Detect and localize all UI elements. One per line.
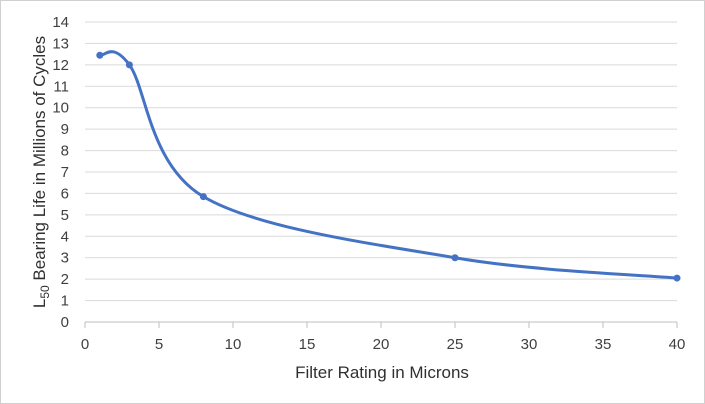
- x-tick-label-15: 15: [299, 336, 316, 353]
- y-tick-label-10: 10: [52, 100, 69, 117]
- y-tick-label-0: 0: [61, 314, 69, 331]
- y-tick-label-8: 8: [61, 143, 69, 160]
- data-point-0-4: [673, 274, 681, 282]
- data-point-0-0: [96, 51, 104, 59]
- y-tick-label-2: 2: [61, 271, 69, 288]
- y-tick-label-4: 4: [61, 228, 69, 245]
- y-tick-label-14: 14: [52, 14, 69, 31]
- x-tick-label-0: 0: [81, 336, 89, 353]
- x-axis-title: Filter Rating in Microns: [295, 363, 469, 382]
- y-tick-label-1: 1: [61, 293, 69, 310]
- x-tick-label-10: 10: [225, 336, 242, 353]
- series-line-0: [98, 50, 679, 280]
- data-point-0-1: [125, 61, 133, 69]
- x-tick-label-20: 20: [373, 336, 390, 353]
- x-tick-label-25: 25: [447, 336, 464, 353]
- y-axis-title: L50 Bearing Life in Millions of Cycles: [30, 36, 52, 308]
- y-tick-label-6: 6: [61, 185, 69, 202]
- y-tick-label-11: 11: [53, 78, 69, 95]
- y-tick-label-12: 12: [52, 57, 69, 74]
- gridlines: [85, 21, 677, 302]
- y-tick-label-7: 7: [61, 164, 69, 181]
- x-tick-label-30: 30: [521, 336, 538, 353]
- data-point-0-3: [451, 254, 459, 262]
- y-axis-title-prefix: L: [30, 299, 49, 308]
- y-axis-title-rest: Bearing Life in Millions of Cycles: [30, 36, 49, 285]
- y-tick-label-13: 13: [52, 35, 69, 52]
- x-tick-labels: 0 5 10 15 20 25 30 35 40: [81, 336, 686, 353]
- axes: [84, 321, 678, 328]
- x-tick-label-35: 35: [595, 336, 612, 353]
- series: [96, 50, 681, 282]
- y-tick-label-5: 5: [61, 207, 69, 224]
- y-tick-label-3: 3: [61, 250, 69, 267]
- data-point-0-2: [199, 193, 207, 201]
- y-axis-title-subscript: 50: [38, 285, 52, 299]
- x-tick-label-5: 5: [155, 336, 163, 353]
- y-tick-label-9: 9: [61, 121, 69, 138]
- x-tick-label-40: 40: [669, 336, 686, 353]
